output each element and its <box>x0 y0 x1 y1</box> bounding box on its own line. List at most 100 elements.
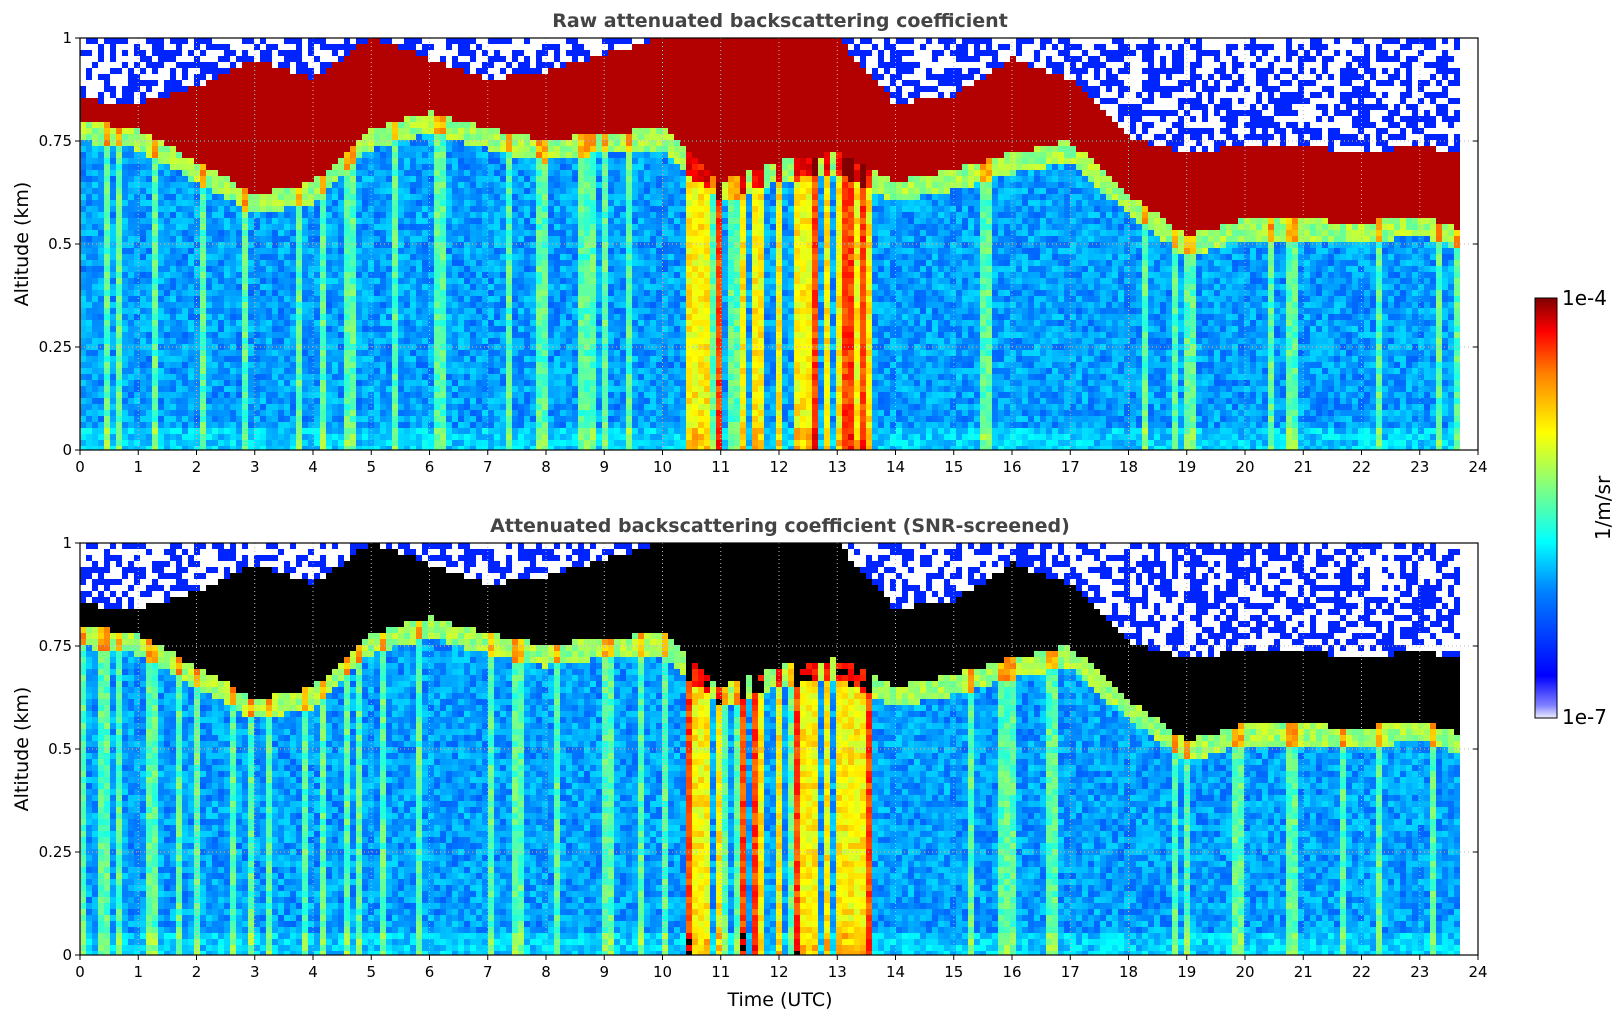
heatmap-cell <box>332 320 338 326</box>
heatmap-cell <box>296 446 302 450</box>
heatmap-cell <box>452 38 458 44</box>
heatmap-cell <box>326 158 332 164</box>
heatmap-cell <box>224 164 230 170</box>
heatmap-cell <box>476 326 482 332</box>
heatmap-cell <box>368 86 374 92</box>
heatmap-cell <box>188 314 194 320</box>
heatmap-cell <box>200 362 206 368</box>
heatmap-cell <box>86 134 92 140</box>
heatmap-cell <box>92 134 98 140</box>
heatmap-cell <box>236 362 242 368</box>
heatmap-cell <box>470 182 476 188</box>
heatmap-cell <box>110 446 116 450</box>
heatmap-cell <box>218 380 224 386</box>
heatmap-cell <box>86 110 92 116</box>
heatmap-cell <box>104 194 110 200</box>
heatmap-cell <box>428 188 434 194</box>
heatmap-cell <box>482 74 488 80</box>
heatmap-cell <box>122 404 128 410</box>
heatmap-cell <box>314 230 320 236</box>
heatmap-cell <box>188 350 194 356</box>
heatmap-cell <box>134 278 140 284</box>
heatmap-cell <box>122 152 128 158</box>
heatmap-cell <box>338 260 344 266</box>
heatmap-cell <box>440 296 446 302</box>
heatmap-cell <box>446 302 452 308</box>
heatmap-cell <box>296 140 302 146</box>
heatmap-cell <box>158 308 164 314</box>
heatmap-cell <box>458 320 464 326</box>
heatmap-cell <box>224 302 230 308</box>
heatmap-cell <box>224 146 230 152</box>
heatmap-cell <box>176 446 182 450</box>
heatmap-cell <box>434 230 440 236</box>
heatmap-cell <box>188 338 194 344</box>
heatmap-cell <box>230 188 236 194</box>
heatmap-cell <box>386 176 392 182</box>
heatmap-cell <box>500 80 506 86</box>
heatmap-cell <box>146 428 152 434</box>
heatmap-cell <box>260 122 266 128</box>
heatmap-cell <box>176 122 182 128</box>
heatmap-cell <box>230 368 236 374</box>
heatmap-cell <box>362 182 368 188</box>
heatmap-cell <box>176 380 182 386</box>
heatmap-cell <box>464 422 470 428</box>
heatmap-cell <box>296 260 302 266</box>
heatmap-cell <box>416 224 422 230</box>
heatmap-cell <box>326 284 332 290</box>
heatmap-cell <box>80 194 86 200</box>
heatmap-cell <box>320 290 326 296</box>
heatmap-cell <box>116 86 122 92</box>
heatmap-cell <box>200 308 206 314</box>
heatmap-cell <box>422 302 428 308</box>
heatmap-cell <box>458 218 464 224</box>
heatmap-cell <box>104 266 110 272</box>
heatmap-cell <box>278 410 284 416</box>
heatmap-cell <box>86 122 92 128</box>
heatmap-cell <box>320 140 326 146</box>
heatmap-cell <box>296 362 302 368</box>
heatmap-cell <box>506 122 512 128</box>
heatmap-cell <box>446 170 452 176</box>
heatmap-cell <box>194 218 200 224</box>
heatmap-cell <box>308 410 314 416</box>
heatmap-cell <box>296 170 302 176</box>
heatmap-cell <box>188 152 194 158</box>
heatmap-cell <box>398 338 404 344</box>
heatmap-cell <box>446 338 452 344</box>
heatmap-cell <box>488 62 494 68</box>
heatmap-cell <box>458 224 464 230</box>
heatmap-cell <box>152 212 158 218</box>
heatmap-cell <box>488 140 494 146</box>
heatmap-cell <box>266 122 272 128</box>
heatmap-cell <box>188 260 194 266</box>
heatmap-cell <box>242 218 248 224</box>
heatmap-cell <box>350 98 356 104</box>
heatmap-cell <box>392 74 398 80</box>
heatmap-cell <box>506 290 512 296</box>
heatmap-cell <box>158 98 164 104</box>
heatmap-cell <box>482 254 488 260</box>
heatmap-cell <box>254 338 260 344</box>
heatmap-cell <box>326 392 332 398</box>
heatmap-cell <box>176 104 182 110</box>
heatmap-cell <box>452 152 458 158</box>
heatmap-cell <box>344 380 350 386</box>
heatmap-cell <box>356 416 362 422</box>
heatmap-cell <box>476 434 482 440</box>
heatmap-cell <box>146 350 152 356</box>
heatmap-cell <box>170 434 176 440</box>
heatmap-cell <box>458 230 464 236</box>
heatmap-cell <box>440 206 446 212</box>
heatmap-cell <box>446 158 452 164</box>
heatmap-cell <box>272 242 278 248</box>
heatmap-cell <box>212 122 218 128</box>
heatmap-cell <box>188 134 194 140</box>
heatmap-cell <box>302 368 308 374</box>
heatmap-cell <box>338 422 344 428</box>
heatmap-cell <box>128 428 134 434</box>
heatmap-cell <box>260 254 266 260</box>
heatmap-cell <box>80 338 86 344</box>
heatmap-cell <box>152 170 158 176</box>
